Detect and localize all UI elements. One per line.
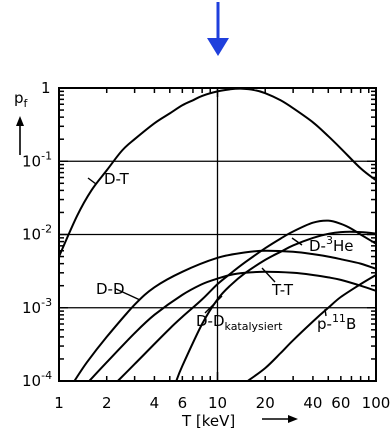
label-leader-line [324,308,327,317]
marker-arrow-icon [207,2,229,56]
series-label: p-11B [317,312,356,333]
x-tick-label: 100 [362,394,390,412]
label-leader-line [291,237,303,246]
y-tick-label: 10-4 [22,369,52,390]
x-tick-label: 1 [54,394,64,412]
series-line-d-d-katalysiert [88,270,377,382]
x-tick-label: 4 [150,394,160,412]
label-leader-line [87,177,97,185]
series-label: D-D [96,280,125,298]
x-axis-label-text: T [keV] [181,412,235,430]
series-label: D-Dkatalysiert [196,312,283,333]
plot-frame [58,87,377,382]
series-line-d-3he [117,219,377,382]
series-label: T-T [271,281,294,299]
series-label: D-3He [309,234,353,255]
x-tick-label: 6 [178,394,188,412]
y-axis-label: pf [14,89,29,155]
x-tick-label: 40 [303,394,322,412]
label-leader-line [115,288,141,301]
x-tick-label: 10 [208,394,227,412]
label-leader-line [261,267,276,283]
series-line-d-d [73,249,377,382]
y-tick-label: 1 [41,79,51,97]
y-axis-label-main: pf [14,89,29,110]
series-label: D-T [104,170,130,188]
y-tick-label: 10-1 [22,149,52,170]
series-line-p-11b [247,274,377,382]
x-tick-label: 60 [331,394,350,412]
x-tick-label: 20 [256,394,275,412]
label-leader-line [204,295,223,314]
series-line-t-t [175,230,377,382]
series-line-d-t [58,87,377,258]
y-tick-label: 10-2 [22,223,52,244]
y-tick-label: 10-3 [22,296,52,317]
x-axis-label: T [keV] [181,412,298,430]
x-tick-label: 2 [102,394,112,412]
